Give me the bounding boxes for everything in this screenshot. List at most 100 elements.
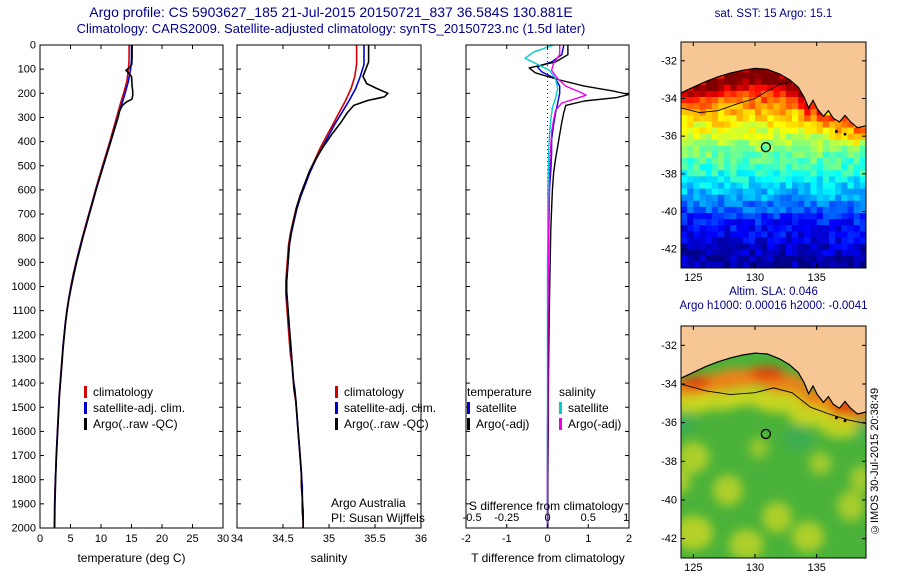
svg-text:1: 1 xyxy=(623,512,629,524)
attribution: Argo Australia PI: Susan Wijffels xyxy=(331,496,425,526)
series-argo-raw-qc- xyxy=(53,45,134,529)
legend-label: climatology xyxy=(344,385,405,399)
svg-text:35: 35 xyxy=(323,533,335,545)
legend-entry: climatology xyxy=(335,384,436,400)
svg-text:-32: -32 xyxy=(661,55,677,67)
svg-text:-2: -2 xyxy=(461,533,471,545)
copyright-text: ©IMOS 30-Jul-2015 20:38:49 xyxy=(869,387,881,535)
svg-text:25: 25 xyxy=(186,533,198,545)
legend-header-temperature: temperature xyxy=(467,385,532,399)
svg-text:-36: -36 xyxy=(661,417,677,429)
svg-text:-0.5: -0.5 xyxy=(463,512,482,524)
svg-text:700: 700 xyxy=(18,209,36,221)
svg-text:1: 1 xyxy=(585,533,591,545)
series-s-satellite-minus-climatology-s-axis-units- xyxy=(524,44,559,528)
svg-text:0: 0 xyxy=(30,40,36,52)
svg-text:1500: 1500 xyxy=(12,402,36,414)
t-satellite-line-swatch xyxy=(467,402,470,414)
climatology-line-swatch xyxy=(335,386,338,398)
series-satellite-adj-clim- xyxy=(285,45,365,528)
svg-text:34: 34 xyxy=(231,533,243,545)
svg-text:-1: -1 xyxy=(502,533,512,545)
sst_map: -32 -34 -36 -38 -40 -42 125 130 135 xyxy=(661,41,867,284)
svg-text:-40: -40 xyxy=(661,206,677,218)
svg-text:-38: -38 xyxy=(661,168,677,180)
attribution-line1: Argo Australia xyxy=(331,496,406,510)
svg-text:2000: 2000 xyxy=(12,523,36,535)
legend-entry: satellite-adj. clim. xyxy=(84,400,185,416)
svg-text:-34: -34 xyxy=(661,379,677,391)
series-t-argo-minus-climatology xyxy=(528,45,630,528)
salinity-legend: climatology satellite-adj. clim. Argo(..… xyxy=(335,384,436,432)
legend-header-salinity: salinity xyxy=(559,385,596,399)
attribution-line2: PI: Susan Wijffels xyxy=(331,511,425,525)
legend-entry: Argo(-adj) xyxy=(467,416,559,432)
svg-text:1700: 1700 xyxy=(12,450,36,462)
series-climatology xyxy=(284,45,358,528)
svg-text:0: 0 xyxy=(544,512,550,524)
legend-entry: Argo(..raw -QC) xyxy=(335,416,436,432)
svg-text:0: 0 xyxy=(37,533,43,545)
svg-text:125: 125 xyxy=(684,272,702,284)
svg-text:1200: 1200 xyxy=(12,329,36,341)
legend-label: climatology xyxy=(93,385,154,399)
satellite-adj-line-swatch xyxy=(84,402,87,414)
svg-text:0: 0 xyxy=(544,533,550,545)
svg-text:15: 15 xyxy=(125,533,137,545)
svg-text:20: 20 xyxy=(156,533,168,545)
svg-text:100: 100 xyxy=(18,64,36,76)
argo-location-marker xyxy=(760,142,772,153)
svg-text:10: 10 xyxy=(95,533,107,545)
svg-text:-0.25: -0.25 xyxy=(494,512,519,524)
svg-text:135: 135 xyxy=(807,562,825,574)
svg-text:130: 130 xyxy=(746,272,764,284)
coastline xyxy=(680,67,867,129)
legend-entry: satellite xyxy=(559,400,651,416)
island-dot xyxy=(843,132,847,136)
legend-label: satellite-adj. clim. xyxy=(344,401,437,415)
legend-label: Argo(-adj) xyxy=(568,417,622,431)
coastline xyxy=(680,352,867,415)
svg-text:1100: 1100 xyxy=(12,305,36,317)
svg-text:400: 400 xyxy=(18,136,36,148)
legend-entry: Argo(..raw -QC) xyxy=(84,416,185,432)
legend-entry: Argo(-adj) xyxy=(559,416,651,432)
temperature-legend: climatology satellite-adj. clim. Argo(..… xyxy=(84,384,185,432)
temperature_profile: 0100200300400500600700800900100011001200… xyxy=(12,40,230,546)
svg-text:0.5: 0.5 xyxy=(581,512,596,524)
difference-legend: temperature salinity satellite satellite… xyxy=(467,384,651,432)
satellite-adj-line-swatch xyxy=(335,402,338,414)
t-difference-axis-label: T difference from climatology xyxy=(471,551,625,565)
legend-entry: satellite-adj. clim. xyxy=(335,400,436,416)
figure-subtitle: Climatology: CARS2009. Satellite-adjuste… xyxy=(76,21,586,36)
svg-text:2: 2 xyxy=(626,533,632,545)
legend-entry: satellite xyxy=(467,400,559,416)
contour-line xyxy=(680,383,867,425)
t-argo-line-swatch xyxy=(467,418,470,430)
legend-label: Argo(-adj) xyxy=(476,417,530,431)
svg-text:36: 36 xyxy=(415,533,427,545)
svg-text:300: 300 xyxy=(18,112,36,124)
svg-text:1300: 1300 xyxy=(12,353,36,365)
svg-text:-32: -32 xyxy=(661,340,677,352)
series-satellite-adj-clim- xyxy=(53,45,133,529)
difference_profile: -2 -1 0 1 2 -0.5 -0.25 0 0.5 1 xyxy=(461,44,632,545)
legend-label: satellite-adj. clim. xyxy=(93,401,186,415)
argo-location-marker xyxy=(760,428,772,440)
figure-title: Argo profile: CS 5903627_185 21-Jul-2015… xyxy=(89,4,573,20)
sst-map-title: sat. SST: 15 Argo: 15.1 xyxy=(714,8,833,20)
legend-label: Argo(..raw -QC) xyxy=(93,417,178,431)
svg-text:125: 125 xyxy=(684,562,702,574)
svg-text:130: 130 xyxy=(746,562,764,574)
svg-text:200: 200 xyxy=(18,88,36,100)
svg-text:900: 900 xyxy=(18,257,36,269)
legend-label: satellite xyxy=(568,401,609,415)
salinity-axis-label: salinity xyxy=(310,551,348,565)
salinity_profile: 34 34.5 35 35.5 36 xyxy=(231,44,427,545)
svg-text:5: 5 xyxy=(67,533,73,545)
land-area xyxy=(681,326,866,414)
s-satellite-line-swatch xyxy=(559,402,562,414)
legend-entry: climatology xyxy=(84,384,185,400)
